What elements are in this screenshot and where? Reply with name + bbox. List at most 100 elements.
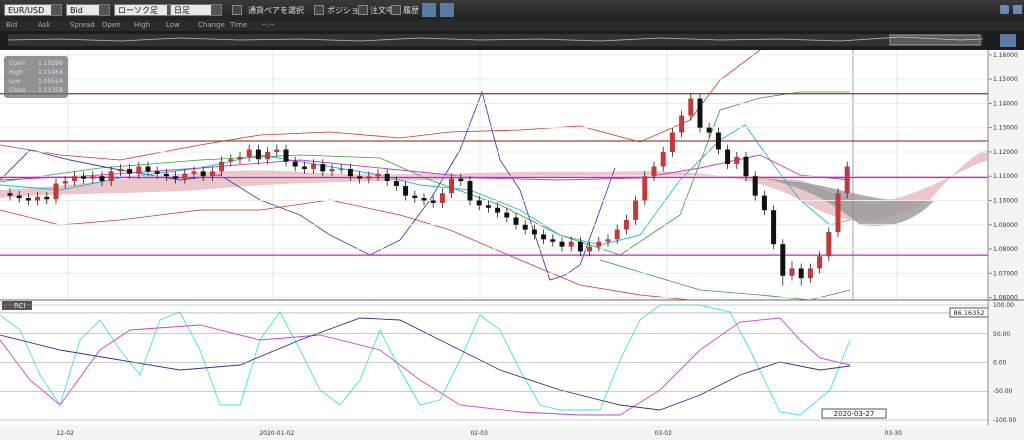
ohlc-label: Open xyxy=(9,60,26,67)
candle-body xyxy=(476,200,482,206)
base-line xyxy=(0,154,851,181)
checkbox[interactable] xyxy=(314,5,324,15)
candle-body xyxy=(311,164,317,169)
candle-body xyxy=(255,149,261,160)
select-pair-label[interactable]: 通貨ペアを選択 xyxy=(248,6,304,15)
y-tick-label: 1.14000 xyxy=(993,100,1018,107)
candle-body xyxy=(679,115,685,133)
candle-body xyxy=(430,200,436,203)
x-tick-label: 02-03 xyxy=(470,430,488,437)
candle-body xyxy=(596,241,602,247)
y-tick-label: 1.15000 xyxy=(993,76,1018,83)
candle-body xyxy=(237,156,243,160)
checkbox[interactable] xyxy=(391,5,401,15)
y-tick-label: 1.13000 xyxy=(993,125,1018,132)
candle-body xyxy=(706,127,712,133)
candle-body xyxy=(669,132,675,152)
y-tick-label: 1.10000 xyxy=(993,197,1018,204)
ohlc-box: Open 1.10299 High 1.11464 Low 1.09524 Close 1.1… xyxy=(4,56,68,98)
ohlc-label: Close xyxy=(9,87,26,94)
history-label[interactable]: 履歴 xyxy=(403,6,419,15)
ichimoku-cloud-bearish xyxy=(760,178,935,226)
timeframe-select[interactable]: 日足 xyxy=(170,4,222,16)
ohlc-value: 1.11464 xyxy=(38,69,63,76)
y-tick-label: 50.00 xyxy=(993,331,1010,338)
info-label: Bid xyxy=(6,21,18,29)
tool-button[interactable] xyxy=(422,3,436,17)
candle-body xyxy=(338,168,344,170)
candle-body xyxy=(173,176,179,179)
bollinger-lower-2 xyxy=(599,259,851,301)
candle-body xyxy=(25,198,31,201)
candle-body xyxy=(844,166,850,194)
candle-body xyxy=(725,149,731,165)
ohlc-label: High xyxy=(9,69,23,76)
candle-body xyxy=(522,224,528,230)
candle-body xyxy=(163,173,169,177)
candle-body xyxy=(651,166,657,177)
candle-body xyxy=(605,239,611,242)
candle-body xyxy=(81,176,87,179)
info-bar: Bid Ask Spread Open High Low Change Time --:-- xyxy=(0,20,1024,31)
candle-body xyxy=(577,241,583,252)
bollinger-lower xyxy=(0,199,691,301)
candle-body xyxy=(412,195,418,199)
y-tick-label: 0.00 xyxy=(993,360,1007,367)
candle-body xyxy=(485,205,491,208)
candle-body xyxy=(219,161,225,172)
rci-long xyxy=(0,317,851,411)
candle-body xyxy=(71,176,77,182)
ohlc-value: 1.10299 xyxy=(38,60,63,67)
candle-body xyxy=(789,268,795,276)
zoom-button[interactable] xyxy=(1000,34,1016,47)
candle-body xyxy=(421,198,427,201)
candle-body xyxy=(697,98,703,128)
checkbox[interactable] xyxy=(232,5,242,15)
candle-body xyxy=(274,149,280,152)
tool-button[interactable] xyxy=(440,3,454,17)
candle-body xyxy=(384,173,390,182)
info-label: Open xyxy=(102,21,121,29)
candle-body xyxy=(826,232,832,257)
candle-body xyxy=(771,210,777,245)
candle-body xyxy=(807,268,813,279)
close-button[interactable] xyxy=(1013,5,1022,14)
rci-title: RCI xyxy=(14,302,25,310)
navigator-window[interactable] xyxy=(889,34,981,46)
y-tick-label: 1.08000 xyxy=(993,246,1018,253)
chart-area: RCI 1.16000 1.15000 1.14000 1.13000 1.12000 1… xyxy=(0,50,1024,440)
y-tick-label: 1.12000 xyxy=(993,149,1018,156)
candle-body xyxy=(798,268,804,279)
candle-body xyxy=(375,173,381,177)
candle-body xyxy=(117,168,123,172)
ohlc-label: Low xyxy=(9,78,21,85)
candle-body xyxy=(688,98,694,116)
candle-body xyxy=(35,196,41,201)
chart-type-select[interactable]: ローソク足 xyxy=(114,4,178,16)
y-tick-label: 1.07000 xyxy=(993,270,1018,277)
candle-body xyxy=(53,183,59,200)
candle-body xyxy=(743,156,749,177)
navigator xyxy=(0,31,1024,50)
candle-body xyxy=(439,193,445,203)
position-label[interactable]: ポジション xyxy=(327,6,367,15)
candle-body xyxy=(550,239,556,242)
rci-mid xyxy=(0,317,851,416)
candle-body xyxy=(265,151,271,160)
ohlc-value: 1.09524 xyxy=(38,78,63,85)
candle-body xyxy=(559,241,565,247)
candle-body xyxy=(568,241,574,247)
symbol-select[interactable]: EUR/USD xyxy=(4,4,62,16)
candle-body xyxy=(449,178,455,194)
crosshair-date: 2020-03-27 xyxy=(834,410,875,418)
candle-body xyxy=(504,212,510,218)
navigator-graph xyxy=(7,34,1016,47)
candle-body xyxy=(283,149,289,162)
candle-body xyxy=(136,166,142,174)
checkbox[interactable] xyxy=(358,5,368,15)
candle-body xyxy=(16,195,22,199)
settings-button[interactable] xyxy=(1000,5,1009,14)
orders-label[interactable]: 注文中 xyxy=(370,6,394,15)
price-type-select[interactable]: Bid xyxy=(66,4,110,16)
candle-body xyxy=(531,229,537,235)
